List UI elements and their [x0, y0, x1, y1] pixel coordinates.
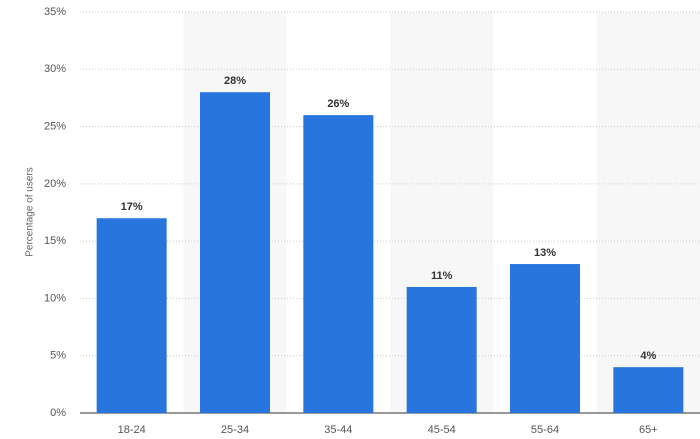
y-axis-label: Percentage of users: [25, 167, 36, 257]
x-tick-label: 25-34: [221, 424, 249, 436]
value-label: 4%: [640, 350, 656, 362]
y-tick-label: 0%: [50, 407, 66, 419]
x-tick-label: 18-24: [118, 424, 146, 436]
bar: [200, 92, 270, 413]
value-label: 13%: [534, 247, 556, 259]
x-tick-label: 55-64: [531, 424, 559, 436]
bar: [303, 115, 374, 413]
value-label: 28%: [224, 75, 246, 87]
x-tick-label: 65+: [639, 424, 658, 436]
y-tick-label: 5%: [50, 350, 66, 362]
y-tick-label: 30%: [44, 63, 66, 75]
y-tick-label: 10%: [44, 292, 66, 304]
bar: [406, 286, 477, 413]
x-tick-label: 45-54: [428, 424, 456, 436]
y-tick-label: 25%: [44, 120, 66, 132]
y-tick-label: 20%: [44, 178, 66, 190]
value-label: 11%: [431, 270, 453, 282]
value-label: 26%: [327, 98, 349, 110]
bar: [96, 218, 167, 413]
x-tick-label: 35-44: [324, 424, 352, 436]
value-label: 17%: [121, 201, 143, 213]
bar: [510, 264, 580, 413]
band-shade: [596, 12, 700, 413]
y-tick-label: 35%: [44, 6, 66, 18]
bar: [613, 367, 684, 413]
y-tick-label: 15%: [44, 235, 66, 247]
